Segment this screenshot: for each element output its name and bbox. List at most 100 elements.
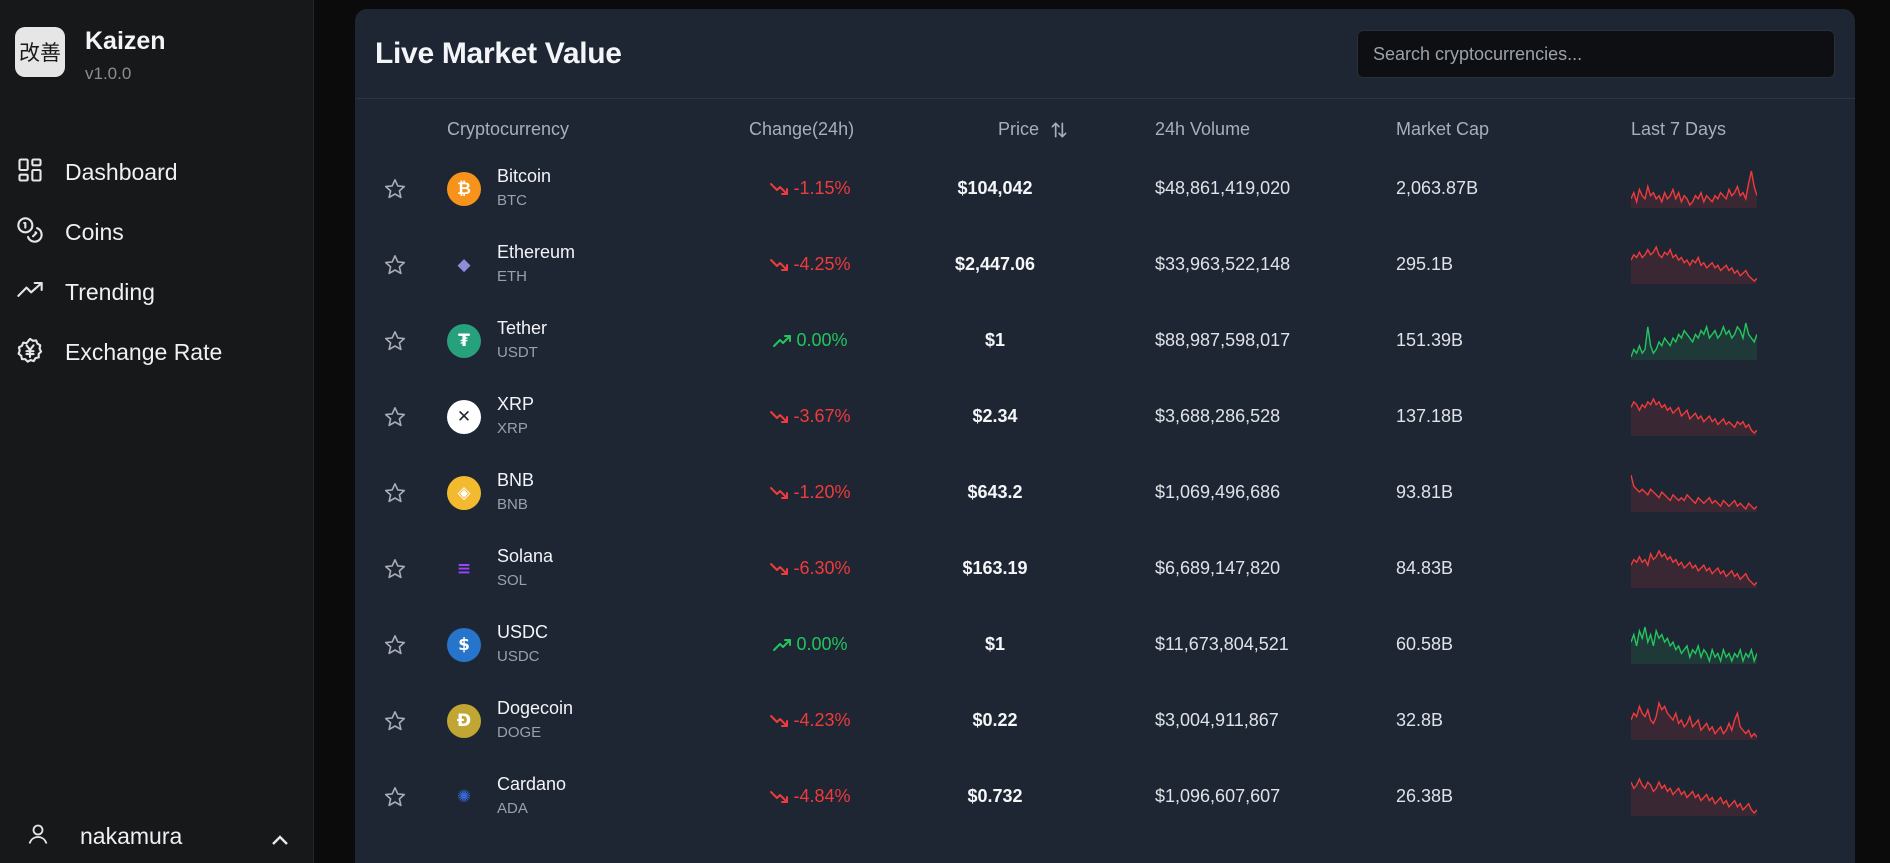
username: nakamura (80, 822, 183, 849)
sparkline-chart (1631, 700, 1757, 740)
sort-icon[interactable] (1049, 120, 1069, 140)
sidebar-item-label: Trending (65, 278, 155, 305)
change-24h-value: -4.25% (793, 254, 851, 274)
sparkline-line (1631, 322, 1757, 358)
coin-name[interactable]: XRP (497, 394, 535, 414)
exchange-icon (16, 336, 44, 369)
sparkline-chart (1631, 626, 1757, 664)
table-row[interactable]: $ USDC USDC 0.00% $1 $11,673,804,521 60.… (355, 606, 1855, 682)
column-header-last-7-days: Last 7 Days (1631, 119, 1727, 139)
change-24h-value: -6.30% (793, 558, 851, 578)
change-24h-value: 0.00% (796, 330, 848, 350)
column-header-volume[interactable]: 24h Volume (1155, 119, 1251, 139)
coin-volume: $48,861,419,020 (1155, 178, 1291, 198)
favorite-star-icon[interactable] (383, 253, 407, 277)
sparkline-area (1631, 323, 1757, 360)
table-row[interactable]: ◈ BNB BNB -1.20% $643.2 $1,069,496,686 9… (355, 454, 1855, 530)
coin-price: $643.2 (967, 482, 1023, 502)
coin-market-cap: 151.39B (1396, 330, 1464, 350)
coin-symbol: DOGE (497, 724, 542, 741)
coin-market-cap: 32.8B (1396, 710, 1444, 730)
favorite-star-icon[interactable] (383, 405, 407, 429)
coin-volume: $1,096,607,607 (1155, 786, 1281, 806)
trend-down-icon (770, 486, 789, 499)
sparkline-line (1631, 549, 1757, 586)
coin-name[interactable]: BNB (497, 470, 535, 490)
app-logo: 改善 (15, 27, 65, 77)
column-header-price[interactable]: Price (998, 119, 1069, 140)
favorite-star-icon[interactable] (383, 633, 407, 657)
favorite-star-icon[interactable] (383, 557, 407, 581)
column-header-market-cap[interactable]: Market Cap (1396, 119, 1490, 139)
favorite-star-icon[interactable] (383, 709, 407, 733)
table-row[interactable]: ₮ Tether USDT 0.00% $1 $88,987,598,017 1… (355, 302, 1855, 378)
sidebar-item-trending[interactable]: Trending (0, 262, 314, 322)
coin-price: $2,447.06 (954, 254, 1036, 274)
brand[interactable]: 改善 Kaizen v1.0.0 (15, 27, 166, 84)
app-version: v1.0.0 (85, 64, 132, 83)
user-menu[interactable]: nakamura (0, 809, 314, 863)
page-title: Live Market Value (375, 37, 622, 70)
coin-logo-icon: $ (447, 628, 481, 662)
sparkline-chart (1631, 474, 1757, 512)
coin-name[interactable]: Solana (497, 546, 554, 566)
favorite-star-icon[interactable] (383, 177, 407, 201)
trend-down-icon (770, 562, 789, 575)
coin-name[interactable]: Tether (497, 318, 548, 338)
sparkline-area (1631, 399, 1757, 436)
coin-symbol: XRP (497, 420, 528, 437)
coin-volume: $11,673,804,521 (1155, 634, 1289, 654)
sidebar-item-coins[interactable]: Coins (0, 202, 314, 262)
change-24h: -6.30% (710, 558, 910, 579)
chevron-up-icon[interactable] (268, 829, 288, 845)
coin-price: $2.34 (972, 406, 1018, 426)
coin-logo-icon: ✕ (447, 400, 481, 434)
favorite-star-icon[interactable] (383, 329, 407, 353)
table-row[interactable]: ₿ Bitcoin BTC -1.15% $104,042 $48,861,41… (355, 150, 1855, 226)
coin-symbol: ADA (497, 800, 528, 817)
trend-down-icon (770, 790, 789, 803)
coin-symbol: USDT (497, 344, 538, 361)
coin-price: $163.19 (962, 558, 1028, 578)
sidebar-item-exchange-rate[interactable]: Exchange Rate (0, 322, 314, 382)
change-24h-value: -1.15% (793, 178, 851, 198)
change-24h: -1.20% (710, 482, 910, 503)
sparkline-line (1631, 170, 1757, 207)
app-name: Kaizen (85, 27, 166, 55)
coin-symbol: BTC (497, 192, 527, 209)
coin-name[interactable]: Dogecoin (497, 698, 574, 718)
sidebar-item-label: Coins (65, 218, 124, 245)
column-header-change[interactable]: Change(24h) (749, 119, 855, 139)
coin-name[interactable]: Cardano (497, 774, 567, 794)
search-input[interactable] (1357, 30, 1835, 78)
table-row[interactable]: Ð Dogecoin DOGE -4.23% $0.22 $3,004,911,… (355, 682, 1855, 758)
trend-down-icon (770, 410, 789, 423)
change-24h: -4.84% (710, 786, 910, 807)
sparkline-chart (1631, 777, 1757, 816)
coin-volume: $1,069,496,686 (1155, 482, 1281, 502)
table-row[interactable]: ✕ XRP XRP -3.67% $2.34 $3,688,286,528 13… (355, 378, 1855, 454)
coin-market-cap: 2,063.87B (1396, 178, 1479, 198)
table-row[interactable]: ✺ Cardano ADA -4.84% $0.732 $1,096,607,6… (355, 758, 1855, 834)
sidebar-item-dashboard[interactable]: Dashboard (0, 142, 314, 202)
coin-price: $104,042 (957, 178, 1033, 198)
coin-logo-icon: ₮ (447, 324, 481, 358)
change-24h-value: -1.20% (793, 482, 851, 502)
sparkline-chart (1631, 322, 1757, 360)
favorite-star-icon[interactable] (383, 785, 407, 809)
coin-logo-icon: Ð (447, 704, 481, 738)
coin-logo-icon: ◆ (457, 255, 471, 275)
table-row[interactable]: ◆ Ethereum ETH -4.25% $2,447.06 $33,963,… (355, 226, 1855, 302)
coin-name[interactable]: USDC (497, 622, 549, 642)
coin-market-cap: 26.38B (1396, 786, 1454, 806)
coin-name[interactable]: Ethereum (497, 242, 576, 262)
trending-icon (16, 276, 44, 309)
table-row[interactable]: ≡ Solana SOL -6.30% $163.19 $6,689,147,8… (355, 530, 1855, 606)
coin-price: $0.22 (972, 710, 1018, 730)
coin-symbol: ETH (497, 268, 527, 285)
user-icon (26, 822, 50, 851)
coin-name[interactable]: Bitcoin (497, 166, 552, 186)
column-header-cryptocurrency[interactable]: Cryptocurrency (447, 119, 570, 139)
trend-up-icon (773, 638, 792, 651)
favorite-star-icon[interactable] (383, 481, 407, 505)
